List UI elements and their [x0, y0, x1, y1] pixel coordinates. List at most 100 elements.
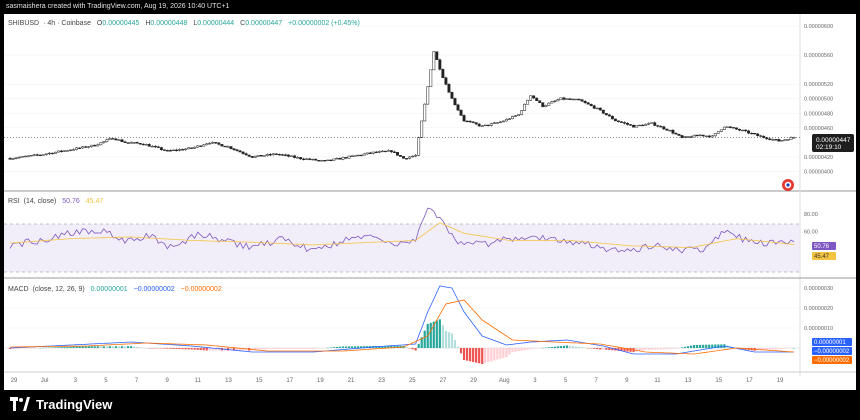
candle — [680, 134, 684, 139]
candle — [480, 125, 484, 128]
candle — [350, 154, 354, 158]
candle — [90, 144, 94, 148]
macd-hist-bar — [75, 346, 78, 348]
candle-body — [511, 116, 514, 120]
candle — [641, 124, 645, 127]
candle — [550, 100, 554, 104]
symbol-legend[interactable]: SHIBUSD · 4h · Coinbase O0.00000445 H0.0… — [8, 20, 360, 27]
candle-body — [172, 149, 175, 152]
macd-hist-bar — [296, 348, 299, 349]
macd-hist-bar — [484, 348, 487, 364]
candle — [8, 157, 12, 160]
candle — [511, 115, 514, 120]
macd-hist-bar — [181, 348, 184, 350]
price-tick-label: 0.00000420 — [804, 155, 833, 161]
rsi-axis[interactable]: 80.00 60.00 — [804, 212, 818, 236]
candle-body — [66, 150, 69, 152]
macd-hist-bar — [605, 348, 608, 350]
macd-hist-bar — [487, 348, 490, 363]
candle-body — [638, 124, 642, 127]
price-axis[interactable]: 0.00000600 0.00000560 0.00000520 0.00000500… — [804, 24, 833, 175]
macd-hist-bar — [444, 331, 447, 348]
candle — [299, 157, 303, 160]
macd-hist-bar — [275, 348, 278, 349]
candle — [747, 129, 751, 135]
macd-hist-bar — [759, 348, 762, 351]
candle — [744, 129, 748, 133]
macd-hist-bar — [556, 346, 559, 348]
macd-hist-bar — [114, 346, 118, 348]
macd-hist-bar — [393, 345, 396, 348]
candle-body — [150, 145, 154, 148]
candle — [17, 156, 21, 159]
macd-hist-bar — [717, 344, 720, 348]
candle — [577, 98, 581, 101]
candle-body — [698, 134, 702, 137]
macd-hist-bar — [635, 348, 638, 352]
macd-legend[interactable]: MACD (close, 12, 26, 9) 0.00000001 −0.00… — [8, 286, 222, 293]
candle — [444, 76, 448, 86]
macd-axis[interactable]: 0.00000030 0.00000020 0.00000010 — [804, 286, 833, 332]
macd-hist-bar — [608, 348, 611, 350]
candle-body — [271, 153, 275, 156]
candle-body — [550, 101, 554, 104]
candle — [111, 138, 115, 140]
candle — [501, 120, 505, 123]
candle-body — [238, 150, 242, 153]
time-tick-label: 9 — [166, 378, 170, 384]
macd-hist-bar — [287, 348, 290, 349]
candle — [244, 152, 248, 156]
candle — [11, 157, 15, 160]
candle — [96, 143, 100, 147]
candle-body — [762, 135, 766, 138]
macd-hist-bar — [87, 346, 90, 348]
candle-body — [456, 104, 460, 111]
candle — [69, 149, 72, 152]
time-tick-label: 13 — [225, 378, 232, 384]
candle-body — [692, 134, 696, 138]
candle-body — [486, 124, 490, 127]
candle — [592, 104, 596, 110]
candle — [474, 122, 478, 126]
macd-hist-bar — [136, 346, 139, 348]
candle-body — [253, 156, 257, 158]
macd-hist-bar — [774, 348, 777, 350]
candle-body — [386, 150, 390, 152]
tradingview-logo[interactable]: TradingView — [10, 394, 112, 414]
candle — [589, 103, 593, 107]
candle-body — [26, 155, 30, 157]
macd-hist-bar — [438, 319, 441, 348]
candle — [380, 149, 384, 153]
candle — [341, 156, 345, 161]
candle — [314, 158, 318, 161]
rsi-legend[interactable]: RSI (14, close) 50.76 45.47 — [8, 198, 103, 205]
candle — [559, 97, 563, 101]
rsi-lines — [9, 207, 795, 254]
candle-body — [399, 155, 402, 157]
chart-svg[interactable]: 0.00000600 0.00000560 0.00000520 0.00000500… — [4, 14, 856, 390]
flag-icon[interactable] — [782, 179, 794, 191]
macd-hist-bar — [166, 348, 169, 349]
candle-body — [284, 154, 287, 156]
rsi-pane[interactable]: 80.00 60.00 RSI (14, close) 50.76 45.47 5… — [4, 198, 856, 279]
candle-body — [780, 140, 784, 142]
candle — [541, 102, 545, 108]
price-pane[interactable]: 0.00000600 0.00000560 0.00000520 0.00000500… — [4, 14, 856, 376]
candle-body — [29, 155, 33, 157]
candle — [232, 148, 236, 152]
macd-hist-bar — [60, 347, 63, 348]
macd-pane[interactable]: 0.00000030 0.00000020 0.00000010 MACD (clo… — [4, 285, 852, 364]
macd-hist-bar — [69, 346, 72, 348]
candle-body — [759, 135, 763, 137]
candle — [429, 69, 433, 88]
candle-body — [17, 156, 21, 159]
candle-body — [14, 157, 18, 159]
candle-body — [508, 118, 511, 120]
candle-body — [735, 127, 738, 130]
candle-body — [144, 144, 148, 146]
macd-hist-bar — [284, 348, 287, 349]
candle — [196, 145, 200, 149]
candle — [184, 148, 188, 151]
time-axis[interactable]: 29 Jul 3 5 7 9 11 13 15 17 19 21 23 25 27 29 Aug 3 5 7 9 11 13… — [11, 378, 784, 384]
macd-hist-bar — [338, 346, 342, 348]
